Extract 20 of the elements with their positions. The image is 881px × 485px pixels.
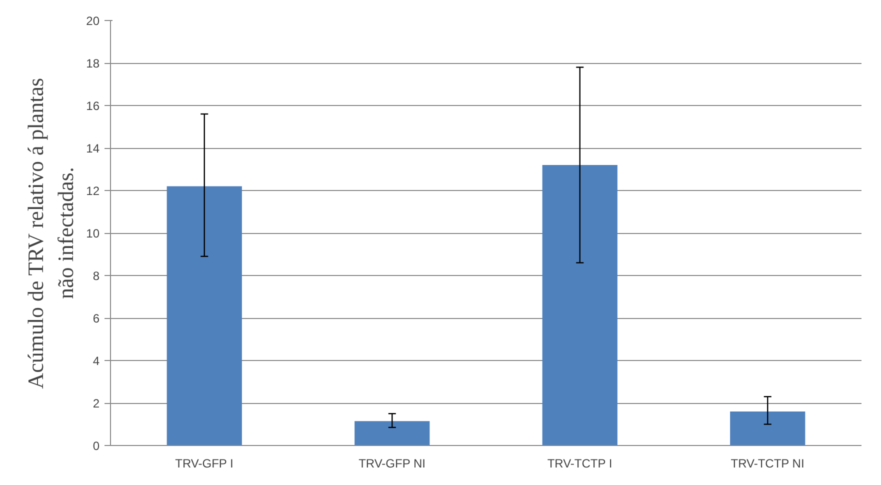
y-tick-label: 0	[92, 439, 100, 453]
bar	[542, 165, 618, 446]
y-tick-label: 4	[92, 354, 100, 368]
x-tick-label: TRV-TCTP I	[547, 456, 612, 470]
bar	[166, 186, 242, 446]
y-tick-label: 20	[86, 14, 100, 28]
y-axis-title: Acúmulo de TRV relativo á plantas não infectadas.	[23, 78, 78, 389]
y-tick-label: 6	[92, 312, 100, 326]
bar	[730, 412, 806, 446]
y-tick-label: 2	[92, 396, 100, 410]
y-tick-label: 14	[86, 142, 100, 156]
y-tick-label: 10	[86, 226, 100, 240]
x-tick-label: TRV-GFP NI	[358, 456, 426, 470]
y-tick-label: 18	[86, 56, 100, 70]
y-tick-label: 16	[86, 99, 100, 113]
bar	[354, 421, 430, 446]
y-tick-label: 12	[86, 184, 100, 198]
x-tick-label: TRV-GFP I	[175, 456, 234, 470]
y-tick-label: 8	[92, 269, 100, 283]
x-tick-label: TRV-TCTP NI	[730, 456, 804, 470]
